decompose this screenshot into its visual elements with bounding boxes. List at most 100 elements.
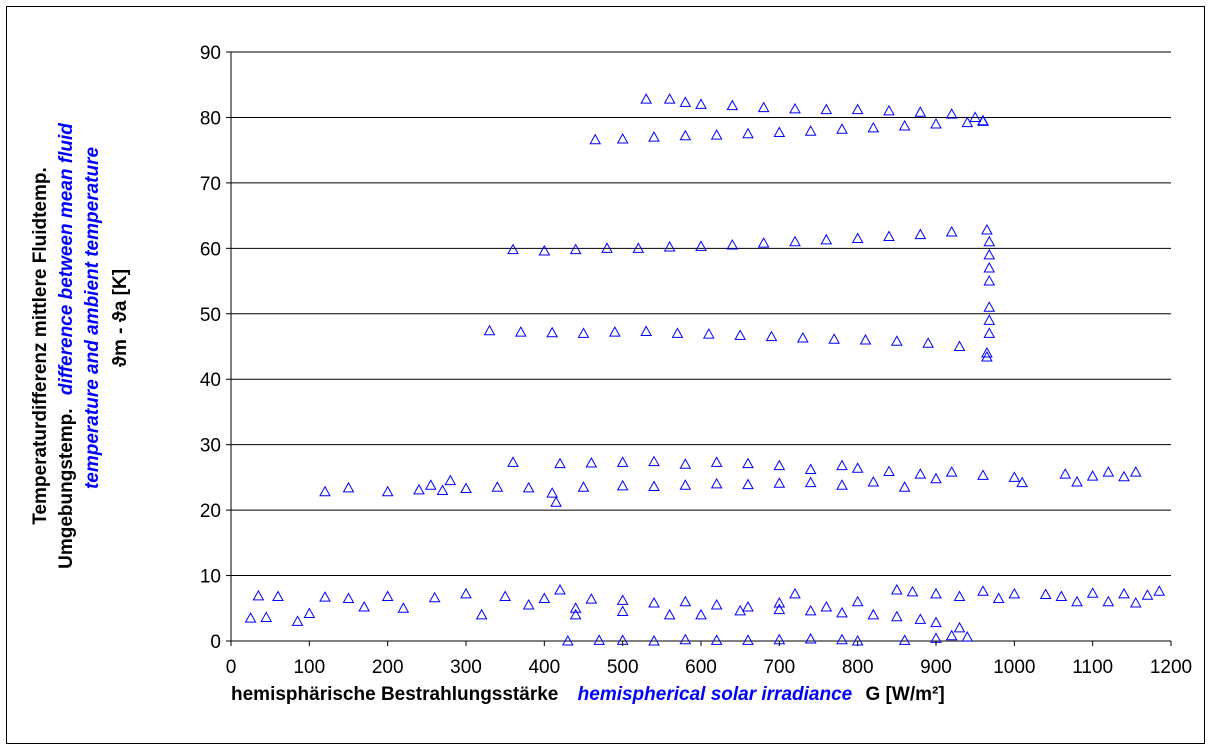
data-point: [851, 232, 864, 244]
data-point: [742, 600, 754, 612]
data-point: [710, 634, 723, 645]
x-axis-label-en: hemispherical solar irradiance: [578, 684, 853, 705]
data-point: [1118, 470, 1130, 482]
data-point: [883, 104, 895, 116]
x-axis-label-symbol: G [W/m²]: [866, 684, 945, 705]
y-axis-label-symbol: ϑm - ϑa [K]: [110, 269, 131, 367]
data-point: [1086, 587, 1099, 598]
data-point: [734, 604, 747, 616]
data-point: [977, 585, 989, 596]
data-point: [890, 610, 903, 622]
data-point: [648, 455, 660, 467]
data-point: [342, 592, 355, 603]
x-tick-label: 100: [293, 657, 325, 678]
data-point: [1071, 595, 1083, 607]
data-point: [1071, 475, 1083, 487]
y-axis-label: Temperaturdifferenz mittlere Fluidtemp. …: [30, 123, 131, 569]
data-point: [648, 597, 660, 608]
data-point: [499, 590, 512, 601]
x-tick-label: 1000: [993, 657, 1035, 678]
data-point: [945, 629, 958, 641]
data-point: [679, 96, 692, 107]
y-tick-label: 70: [200, 174, 221, 195]
data-point: [804, 633, 817, 644]
data-point: [914, 228, 927, 240]
data-point: [640, 93, 653, 104]
data-point: [961, 631, 974, 642]
data-point: [616, 605, 629, 617]
data-point: [930, 587, 942, 599]
data-point: [945, 466, 958, 477]
data-point: [757, 101, 770, 113]
data-point: [773, 597, 786, 608]
data-point: [1118, 587, 1130, 599]
data-point: [898, 481, 911, 492]
data-point: [983, 301, 996, 312]
data-point: [757, 237, 770, 248]
y-tick-label: 40: [200, 370, 221, 391]
data-point: [820, 233, 833, 245]
data-point: [663, 608, 676, 620]
data-point: [836, 479, 848, 490]
data-point: [358, 600, 371, 612]
data-point: [632, 242, 645, 253]
data-point: [1059, 468, 1072, 479]
data-point: [1039, 588, 1052, 600]
data-point: [1102, 595, 1115, 607]
data-point: [483, 324, 496, 336]
data-point: [554, 457, 566, 469]
data-point: [906, 585, 919, 597]
data-point: [546, 487, 559, 498]
data-point: [883, 230, 895, 242]
data-point: [742, 478, 754, 490]
data-point: [1102, 466, 1115, 477]
data-point: [914, 613, 927, 624]
data-point: [789, 587, 801, 599]
data-point: [260, 611, 273, 622]
data-point: [710, 477, 723, 489]
y-tick-label: 80: [200, 108, 221, 129]
data-point: [585, 456, 598, 468]
data-point: [867, 121, 880, 133]
data-point: [836, 123, 848, 134]
y-tick-label: 90: [200, 43, 221, 64]
data-point: [930, 472, 942, 484]
x-tick-label: 700: [763, 657, 795, 678]
data-point: [695, 608, 707, 620]
y-axis-label-en2: temperature and ambient temperature: [82, 147, 103, 490]
data-point: [550, 496, 562, 507]
data-point: [773, 126, 786, 137]
data-point: [742, 127, 754, 139]
data-point: [836, 633, 848, 645]
data-point: [983, 327, 996, 338]
y-axis-label-line2: Umgebungstemp. difference between mean f…: [56, 123, 77, 569]
data-point: [789, 102, 801, 114]
data-point: [983, 248, 996, 260]
data-point: [577, 481, 590, 492]
data-point: [851, 462, 864, 473]
axes-layer: [230, 52, 1171, 642]
data-point: [765, 330, 778, 342]
data-point: [851, 103, 864, 115]
data-point: [773, 459, 786, 471]
data-point: [710, 456, 723, 467]
data-point: [436, 484, 449, 495]
data-point: [804, 463, 817, 475]
data-point: [851, 595, 864, 607]
x-tick-label: 200: [372, 657, 404, 678]
data-point: [460, 482, 472, 494]
chart-frame: [6, 6, 1205, 744]
data-point: [291, 615, 304, 626]
data-point: [507, 456, 519, 467]
data-point: [804, 125, 817, 136]
data-point: [710, 129, 723, 140]
data-point: [342, 481, 355, 493]
y-tick-label: 60: [200, 239, 221, 260]
data-point: [444, 474, 457, 486]
data-point: [460, 587, 472, 599]
data-point: [1008, 587, 1021, 599]
data-point: [663, 240, 676, 252]
data-point: [953, 590, 966, 601]
data-point: [992, 592, 1005, 603]
